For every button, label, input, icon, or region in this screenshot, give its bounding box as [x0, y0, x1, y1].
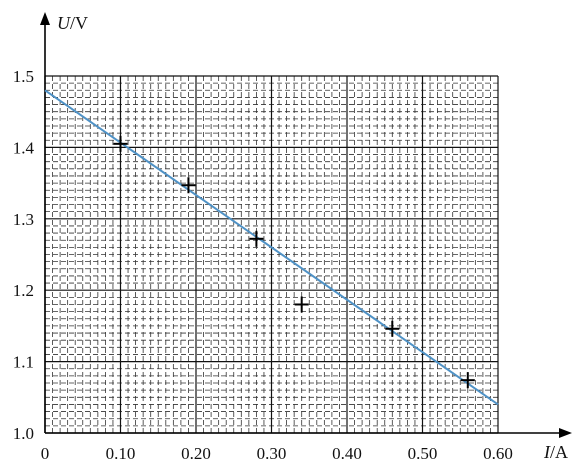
grid	[44, 75, 499, 434]
y-tick-label: 1.5	[13, 67, 34, 86]
y-axis-label: U/V	[57, 13, 88, 33]
x-axis-label: I/A	[543, 442, 568, 462]
axes	[40, 12, 572, 438]
x-tick-label: 0.50	[408, 444, 438, 463]
y-axis-arrow	[40, 12, 50, 25]
y-tick-labels: 1.0 1.1 1.2 1.3 1.4 1.5	[13, 67, 35, 443]
y-tick-label: 1.4	[13, 138, 35, 157]
x-tick-label: 0.60	[483, 444, 513, 463]
x-tick-label: 0	[41, 444, 50, 463]
x-tick-label: 0.30	[257, 444, 287, 463]
x-tick-label: 0.10	[106, 444, 136, 463]
x-tick-label: 0.20	[181, 444, 211, 463]
data-point	[294, 296, 309, 313]
y-tick-label: 1.2	[13, 281, 34, 300]
x-axis-arrow	[559, 428, 572, 438]
data-point	[385, 320, 400, 337]
y-tick-label: 1.1	[13, 353, 34, 372]
data-point	[113, 135, 128, 152]
data-points	[113, 135, 475, 389]
data-point	[181, 177, 196, 194]
y-tick-label: 1.3	[13, 210, 34, 229]
x-tick-label: 0.40	[332, 444, 362, 463]
x-tick-labels: 0 0.10 0.20 0.30 0.40 0.50 0.60	[41, 444, 513, 463]
data-point	[249, 230, 264, 247]
data-point	[460, 372, 475, 389]
y-tick-label: 1.0	[13, 424, 34, 443]
